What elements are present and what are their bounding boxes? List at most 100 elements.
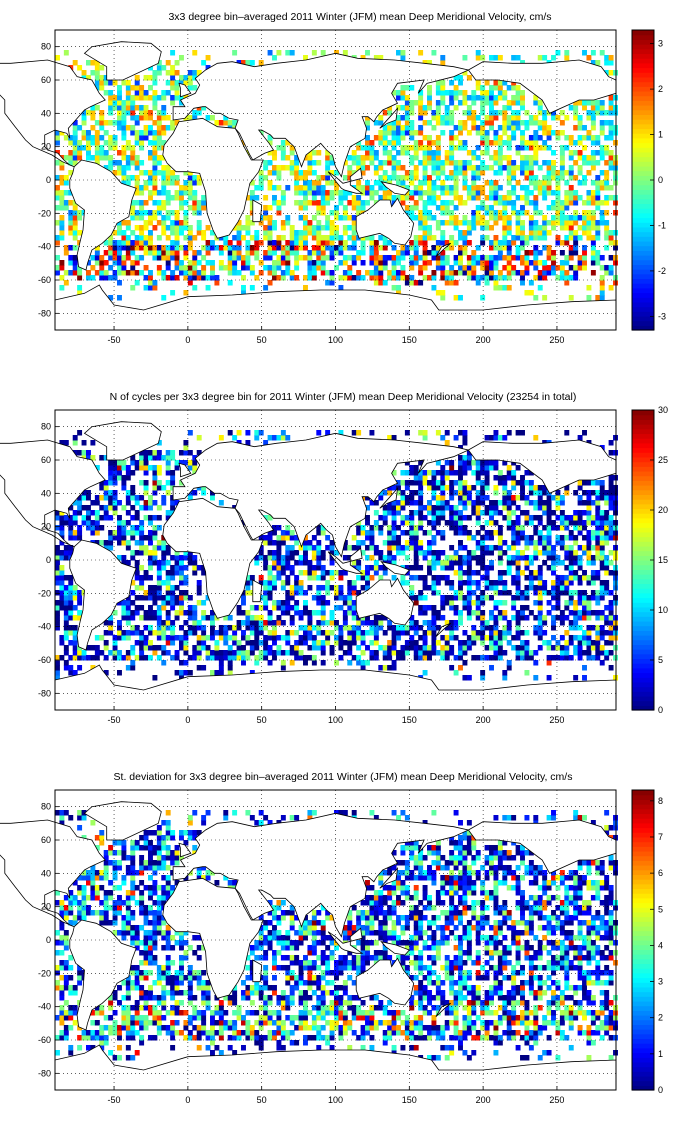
bin-cell — [506, 470, 512, 476]
bin-cell — [404, 495, 410, 501]
bin-cell — [520, 535, 525, 541]
bin-cell — [249, 670, 255, 676]
bin-cell — [559, 265, 565, 271]
bin-cell — [130, 630, 136, 636]
bin-cell — [218, 635, 224, 641]
bin-cell — [582, 200, 587, 206]
bin-cell — [497, 210, 503, 216]
bin-cell — [86, 505, 91, 511]
bin-cell — [117, 535, 122, 541]
bin-cell — [511, 175, 517, 181]
bin-cell — [267, 585, 273, 591]
bin-cell — [564, 225, 570, 231]
bin-cell — [458, 580, 463, 586]
bin-cell — [418, 525, 424, 531]
bin-cell — [577, 170, 583, 176]
bin-cell — [267, 550, 273, 556]
bin-cell — [564, 605, 570, 611]
bin-cell — [347, 170, 353, 176]
bin-cell — [86, 270, 91, 276]
bin-cell — [480, 110, 486, 116]
bin-cell — [400, 195, 406, 201]
bin-cell — [506, 230, 512, 236]
bin-cell — [515, 430, 521, 436]
bin-cell — [493, 95, 499, 101]
colorbar-step — [632, 114, 654, 120]
bin-cell — [196, 110, 202, 116]
bin-cell — [546, 535, 552, 541]
bin-cell — [143, 545, 149, 551]
bin-cell — [134, 500, 140, 506]
bin-cell — [223, 120, 229, 126]
bin-cell — [329, 190, 335, 196]
bin-cell — [134, 160, 140, 166]
bin-cell — [427, 470, 432, 476]
bin-cell — [391, 470, 397, 476]
bin-cell — [453, 555, 459, 561]
bin-cell — [493, 255, 499, 261]
bin-cell — [347, 270, 353, 276]
bin-cell — [497, 150, 503, 156]
bin-cell — [94, 75, 100, 81]
bin-cell — [373, 520, 379, 526]
bin-cell — [484, 495, 490, 501]
bin-cell — [382, 490, 388, 496]
bin-cell — [506, 215, 512, 221]
bin-cell — [382, 260, 388, 266]
bin-cell — [365, 180, 370, 186]
bin-cell — [458, 270, 463, 276]
bin-cell — [555, 175, 561, 181]
bin-cell — [59, 225, 65, 231]
bin-cell — [81, 505, 87, 511]
bin-cell — [72, 645, 78, 651]
bin-cell — [125, 470, 131, 476]
bin-cell — [77, 610, 83, 616]
bin-cell — [196, 230, 202, 236]
bin-cell — [546, 495, 552, 501]
bin-cell — [400, 550, 406, 556]
bin-cell — [435, 560, 441, 566]
bin-cell — [108, 515, 114, 521]
bin-cell — [608, 105, 614, 111]
bin-cell — [117, 240, 122, 246]
bin-cell — [90, 510, 96, 516]
bin-cell — [444, 520, 450, 526]
bin-cell — [134, 460, 140, 466]
bin-cell — [546, 550, 552, 556]
bin-cell — [493, 275, 499, 281]
bin-cell — [294, 230, 300, 236]
bin-cell — [59, 180, 65, 186]
bin-cell — [121, 520, 127, 526]
bin-cell — [187, 630, 193, 636]
bin-cell — [267, 540, 273, 546]
bin-cell — [440, 210, 446, 216]
bin-cell — [559, 155, 565, 161]
bin-cell — [484, 620, 490, 626]
bin-cell — [298, 570, 304, 576]
bin-cell — [143, 75, 149, 81]
bin-cell — [72, 500, 78, 506]
bin-cell — [484, 565, 490, 571]
bin-cell — [192, 260, 198, 266]
bin-cell — [484, 570, 490, 576]
bin-cell — [409, 215, 415, 221]
bin-cell — [121, 230, 127, 236]
bin-cell — [604, 70, 610, 76]
bin-cell — [347, 190, 353, 196]
bin-cell — [148, 590, 153, 596]
bin-cell — [484, 115, 490, 121]
bin-cell — [99, 455, 105, 461]
bin-cell — [480, 150, 486, 156]
bin-cell — [365, 575, 370, 581]
bin-cell — [595, 250, 601, 256]
bin-cell — [77, 655, 83, 661]
bin-cell — [152, 645, 158, 651]
bin-cell — [582, 215, 587, 221]
bin-cell — [218, 265, 224, 271]
bin-cell — [396, 90, 401, 96]
bin-cell — [59, 520, 65, 526]
bin-cell — [418, 90, 424, 96]
bin-cell — [502, 500, 508, 506]
bin-cell — [489, 435, 494, 441]
bin-cell — [555, 115, 561, 121]
